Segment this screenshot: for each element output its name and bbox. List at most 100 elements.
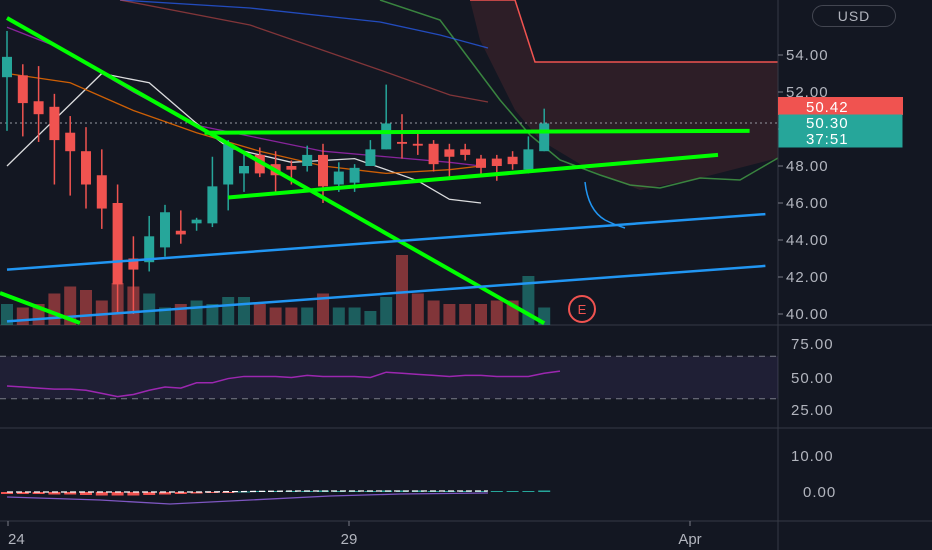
macd-bar: [206, 492, 219, 493]
macd-bar: [95, 492, 108, 496]
volume-bar: [159, 307, 171, 325]
price-tick-label: 46.00: [786, 195, 829, 212]
volume-bar: [475, 304, 487, 325]
earnings-marker-label: E: [578, 302, 587, 317]
candle-body: [112, 203, 123, 285]
volume-bar: [190, 300, 203, 325]
candle-body: [428, 143, 439, 165]
candle: [207, 156, 218, 228]
support-line: [228, 152, 719, 200]
candle-body: [381, 123, 392, 150]
macd-bar: [32, 492, 45, 494]
time-tick-label: 24: [8, 531, 25, 548]
volume-bar: [16, 307, 29, 325]
candle-body: [17, 75, 28, 104]
volume-bar: [380, 297, 393, 325]
rsi-tick-label: 50.00: [791, 370, 834, 387]
candle: [365, 140, 376, 166]
candle-body: [33, 101, 44, 115]
price-tag: 37:51: [779, 131, 902, 148]
time-axis[interactable]: 24 29 Apr: [7, 521, 702, 548]
price-tick-label: 42.00: [786, 269, 829, 286]
currency-button[interactable]: USD: [812, 5, 896, 27]
price-tag-frame: [778, 114, 903, 148]
candle-body: [286, 166, 297, 170]
candle: [49, 93, 60, 185]
candle: [112, 184, 123, 314]
candle: [381, 84, 392, 150]
volume-bar: [411, 293, 424, 325]
price-axis[interactable]: 54.00 52.00 50.00 48.00 46.00 44.00 42.00 40.00…: [778, 47, 836, 501]
candle-body: [365, 149, 376, 166]
macd-bar: [332, 491, 345, 492]
channel-lower: [6, 264, 766, 323]
rsi-tick-label: 75.00: [791, 336, 834, 353]
volume-bar: [506, 300, 519, 325]
candle: [491, 154, 502, 181]
macd-bar: [174, 492, 187, 494]
volume-bar: [317, 293, 329, 325]
candle-body: [491, 158, 502, 166]
drawing-lines[interactable]: [0, 16, 766, 325]
candle-body: [476, 158, 486, 168]
price-tag-label: 37:51: [806, 131, 849, 148]
candle: [144, 215, 155, 272]
volume-bar: [332, 307, 345, 325]
candle: [223, 140, 234, 211]
macd-bar: [111, 492, 124, 496]
ma-blue: [119, 0, 489, 49]
volume-bar: [80, 290, 92, 325]
candle-body: [254, 154, 265, 174]
candle-body: [2, 56, 12, 78]
price-tag-label: 50.30: [806, 115, 849, 132]
candle: [428, 140, 439, 172]
volume-bar: [222, 297, 235, 325]
candle: [507, 151, 518, 170]
candle-body: [65, 132, 76, 152]
down-trendline: [6, 16, 546, 325]
candle-body: [128, 258, 139, 270]
candle-body: [49, 106, 60, 141]
macd-bar: [1, 492, 13, 494]
macd-bar: [396, 490, 408, 492]
volume-bar: [459, 304, 472, 325]
price-tag: 50.30: [779, 115, 902, 132]
candle-body: [460, 149, 471, 155]
candle-body: [302, 154, 313, 166]
earnings-marker[interactable]: E: [568, 295, 596, 323]
channel-upper: [6, 212, 766, 271]
macd-bar: [490, 491, 503, 492]
volume-bars: [1, 255, 551, 325]
price-tag-bg: [778, 97, 903, 115]
price-tick-label: 40.00: [786, 306, 829, 323]
price-tick-label: 44.00: [786, 232, 829, 249]
price-tag-bg: [779, 115, 902, 131]
candle: [444, 143, 455, 178]
macd-bar: [522, 491, 535, 492]
candle: [318, 143, 328, 203]
volume-bar: [443, 304, 456, 325]
macd-bar: [459, 491, 472, 492]
candle-body: [523, 149, 534, 170]
macd-bar: [159, 492, 171, 495]
macd-bar: [538, 490, 551, 492]
candle: [17, 64, 28, 137]
volume-bar: [490, 300, 503, 325]
ma-red: [119, 0, 489, 103]
macd-bar: [127, 492, 140, 496]
candle-body: [81, 151, 91, 185]
candle: [81, 127, 91, 209]
candle-body: [96, 175, 107, 209]
volume-bar: [143, 293, 156, 325]
candle-body: [144, 236, 155, 263]
candle: [412, 130, 423, 155]
candle-body: [444, 149, 455, 157]
rsi-band: [0, 356, 778, 399]
macd-bar: [269, 491, 282, 492]
candle-body: [349, 167, 360, 183]
macd-bar: [506, 491, 519, 492]
macd-tick-label: 0.00: [803, 484, 836, 501]
macd-bar: [475, 491, 487, 492]
